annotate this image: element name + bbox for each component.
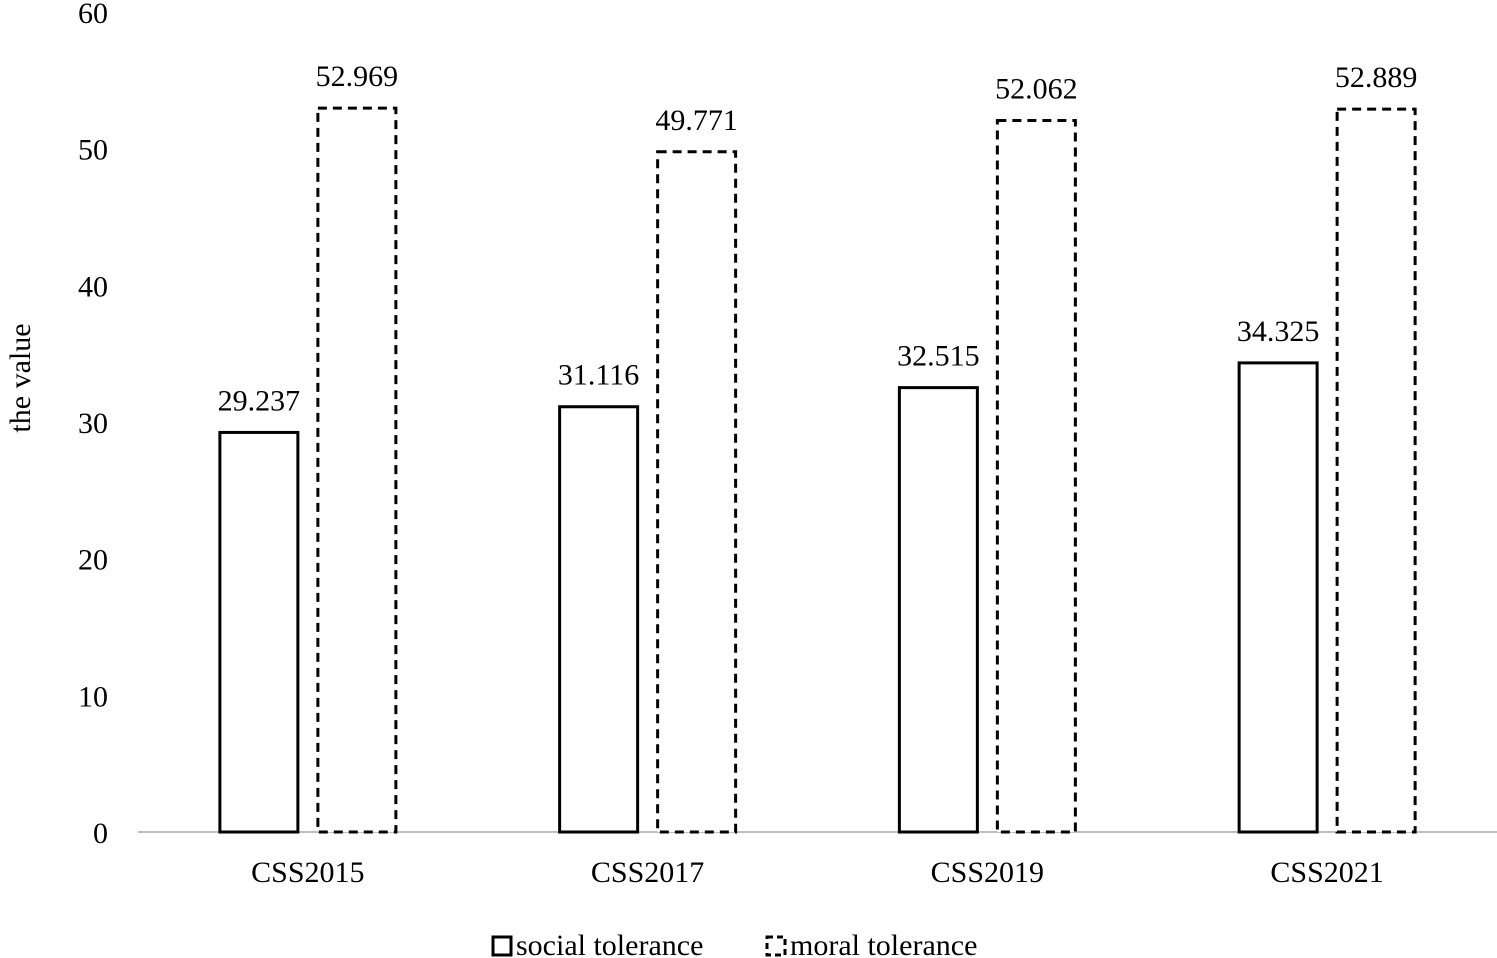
y-tick-label: 40 <box>78 270 108 303</box>
social-tolerance-bar <box>558 405 640 834</box>
x-tick-label: CSS2017 <box>591 856 704 889</box>
legend-label: social tolerance <box>516 929 703 958</box>
moral-tolerance-bar <box>995 118 1077 834</box>
social-tolerance-bar <box>1237 361 1319 834</box>
y-axis-title: the value <box>4 323 37 432</box>
data-label: 32.515 <box>897 340 980 373</box>
y-tick-label: 30 <box>78 407 108 440</box>
data-label: 29.237 <box>218 384 301 417</box>
data-labels: 29.237 52.969 31.116 49.771 32.515 52.062 34.3… <box>218 60 1418 417</box>
y-tick-label: 50 <box>78 134 108 167</box>
y-tick-labels: 0 10 20 30 40 50 60 <box>78 0 108 850</box>
y-tick-label: 20 <box>78 544 108 577</box>
data-label: 49.771 <box>655 104 738 137</box>
moral-tolerance-bar <box>656 150 738 834</box>
moral-tolerance-bar <box>1335 107 1417 834</box>
y-tick-label: 10 <box>78 680 108 713</box>
data-label: 52.969 <box>316 60 399 93</box>
x-tick-label: CSS2015 <box>251 856 364 889</box>
legend-swatch-moral-tolerance <box>765 935 787 957</box>
y-tick-label: 60 <box>78 0 108 30</box>
x-tick-label: CSS2019 <box>931 856 1044 889</box>
category-labels: CSS2015 CSS2017 CSS2019 CSS2021 <box>251 856 1384 889</box>
x-tick-label: CSS2021 <box>1270 856 1383 889</box>
data-label: 52.062 <box>995 72 1078 105</box>
legend-swatch-social-tolerance <box>491 935 513 957</box>
data-label: 31.116 <box>558 359 639 392</box>
y-tick-label: 0 <box>93 817 108 850</box>
legend: social tolerance moral tolerance <box>491 929 977 958</box>
data-label: 52.889 <box>1335 61 1418 94</box>
data-label: 34.325 <box>1237 315 1320 348</box>
bars-group <box>218 106 1417 834</box>
legend-label: moral tolerance <box>790 929 977 958</box>
social-tolerance-bar <box>897 386 979 834</box>
moral-tolerance-bar <box>316 106 398 834</box>
social-tolerance-bar <box>218 430 300 834</box>
